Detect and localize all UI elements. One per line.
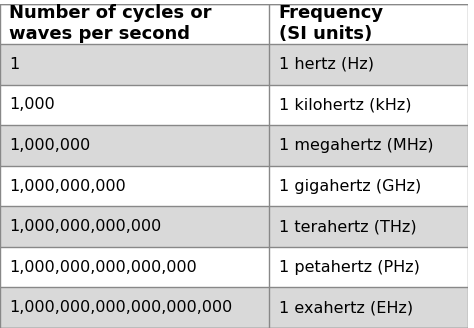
Text: 1,000,000,000,000,000: 1,000,000,000,000,000 <box>9 260 197 275</box>
Text: 1,000: 1,000 <box>9 97 55 113</box>
Text: 1: 1 <box>9 57 19 72</box>
Bar <box>0 247 468 287</box>
Text: 1,000,000,000,000,000,000: 1,000,000,000,000,000,000 <box>9 300 233 315</box>
Text: 1 exahertz (EHz): 1 exahertz (EHz) <box>279 300 413 315</box>
Bar <box>0 125 468 166</box>
Text: Number of cycles or
waves per second: Number of cycles or waves per second <box>9 5 212 43</box>
Text: 1,000,000,000: 1,000,000,000 <box>9 178 126 194</box>
Bar <box>0 166 468 206</box>
Text: 1 kilohertz (kHz): 1 kilohertz (kHz) <box>279 97 411 113</box>
Bar <box>0 206 468 247</box>
Text: 1 megahertz (MHz): 1 megahertz (MHz) <box>279 138 433 153</box>
Text: 1 terahertz (THz): 1 terahertz (THz) <box>279 219 416 234</box>
Text: 1,000,000,000,000: 1,000,000,000,000 <box>9 219 162 234</box>
Text: 1 gigahertz (GHz): 1 gigahertz (GHz) <box>279 178 421 194</box>
Bar <box>0 287 468 328</box>
Bar <box>0 44 468 85</box>
Text: 1 hertz (Hz): 1 hertz (Hz) <box>279 57 374 72</box>
Text: 1 petahertz (PHz): 1 petahertz (PHz) <box>279 260 419 275</box>
Text: 1,000,000: 1,000,000 <box>9 138 91 153</box>
Bar <box>0 85 468 125</box>
Text: Frequency
(SI units): Frequency (SI units) <box>279 5 384 43</box>
Bar <box>0 4 468 44</box>
